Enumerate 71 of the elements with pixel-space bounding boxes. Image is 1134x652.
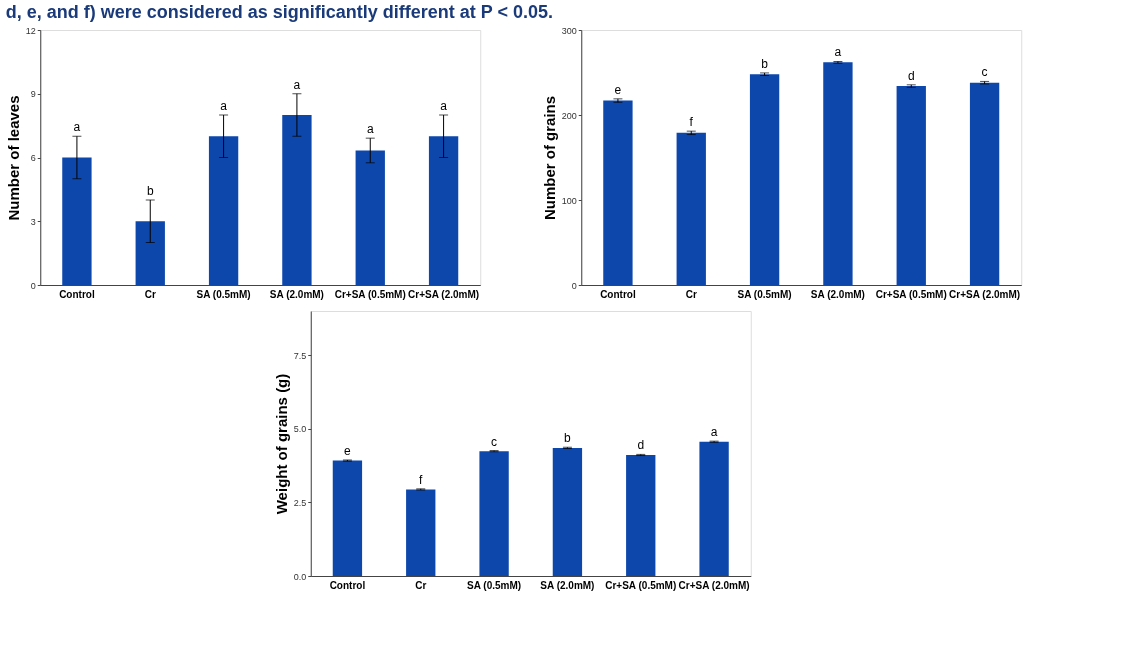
y-tick-label: 2.5	[293, 497, 307, 508]
annotation: a	[73, 120, 81, 135]
annotation: f	[419, 472, 424, 487]
x-tick-label: Cr	[685, 288, 697, 300]
x-tick-label: SA (2.0mM)	[540, 579, 595, 591]
bar	[823, 62, 853, 285]
annotation: f	[689, 115, 694, 130]
x-tick-label: Cr	[415, 579, 427, 591]
x-tick-label: Cr+SA (0.5mM)	[875, 288, 947, 300]
bar	[208, 136, 239, 285]
annotation: e	[344, 443, 352, 458]
annotation: c	[491, 434, 498, 449]
x-tick-label: Cr+SA (2.0mM)	[408, 288, 480, 300]
x-tick-label: SA (0.5mM)	[737, 288, 792, 300]
annotation: d	[637, 438, 645, 453]
y-tick-label: 100	[561, 195, 577, 206]
y-axis-title: Number of grains	[540, 95, 558, 221]
y-tick-label: 6	[30, 153, 36, 163]
annotation: b	[761, 56, 769, 71]
annotation: a	[834, 45, 842, 60]
y-tick-label: 0	[571, 280, 577, 291]
x-tick-label: Cr	[144, 288, 156, 300]
bar	[603, 100, 633, 285]
bar	[479, 451, 509, 576]
bar	[896, 86, 926, 285]
bar	[552, 447, 583, 576]
x-tick-label: SA (0.5mM)	[196, 288, 251, 300]
x-tick-label: Cr+SA (2.0mM)	[678, 579, 750, 591]
y-tick-label: 9	[30, 89, 36, 100]
y-axis-title: Number of leaves	[4, 95, 22, 221]
chart-title: d, e, and f) were considered as significantly different at P < 0.05.	[5, 1, 554, 22]
bar	[135, 221, 165, 285]
bar	[62, 157, 92, 285]
y-tick-label: 0	[30, 280, 36, 291]
x-tick-label: SA (0.5mM)	[467, 579, 522, 591]
y-tick-label: 300	[561, 25, 577, 36]
annotation: a	[440, 99, 448, 113]
x-tick-label: Control	[329, 579, 366, 591]
bar	[749, 74, 780, 285]
x-tick-label: Cr+SA (0.5mM)	[605, 579, 677, 591]
y-tick-label: 3	[30, 216, 36, 227]
bar	[282, 115, 312, 285]
y-axis-title: Weight of grains (g)	[272, 373, 290, 515]
annotation: a	[366, 122, 374, 137]
annotation: d	[907, 68, 915, 83]
y-tick-label: 5.0	[293, 424, 307, 435]
bar	[332, 460, 363, 576]
y-tick-label: 12	[25, 25, 36, 36]
bar	[699, 441, 729, 576]
x-tick-label: Cr+SA (0.5mM)	[334, 288, 406, 300]
annotation: e	[614, 82, 622, 97]
x-tick-label: SA (2.0mM)	[269, 288, 324, 300]
bar	[428, 136, 459, 285]
bar	[626, 454, 656, 576]
annotation: a	[293, 77, 301, 92]
annotation: a	[710, 425, 718, 440]
annotation: b	[564, 431, 572, 446]
bar	[355, 150, 385, 285]
y-tick-label: 7.5	[293, 350, 307, 361]
annotation: c	[981, 65, 988, 80]
bar	[969, 82, 1000, 285]
annotation: a	[220, 99, 228, 113]
y-tick-label: 200	[561, 110, 577, 121]
bar	[406, 489, 436, 576]
x-tick-label: SA (2.0mM)	[810, 288, 865, 300]
annotation: b	[146, 184, 154, 198]
x-tick-label: Control	[600, 288, 636, 300]
x-tick-label: Cr+SA (2.0mM)	[949, 288, 1021, 300]
bar	[676, 132, 706, 285]
y-tick-label: 0.0	[293, 571, 307, 582]
x-tick-label: Control	[59, 288, 95, 300]
